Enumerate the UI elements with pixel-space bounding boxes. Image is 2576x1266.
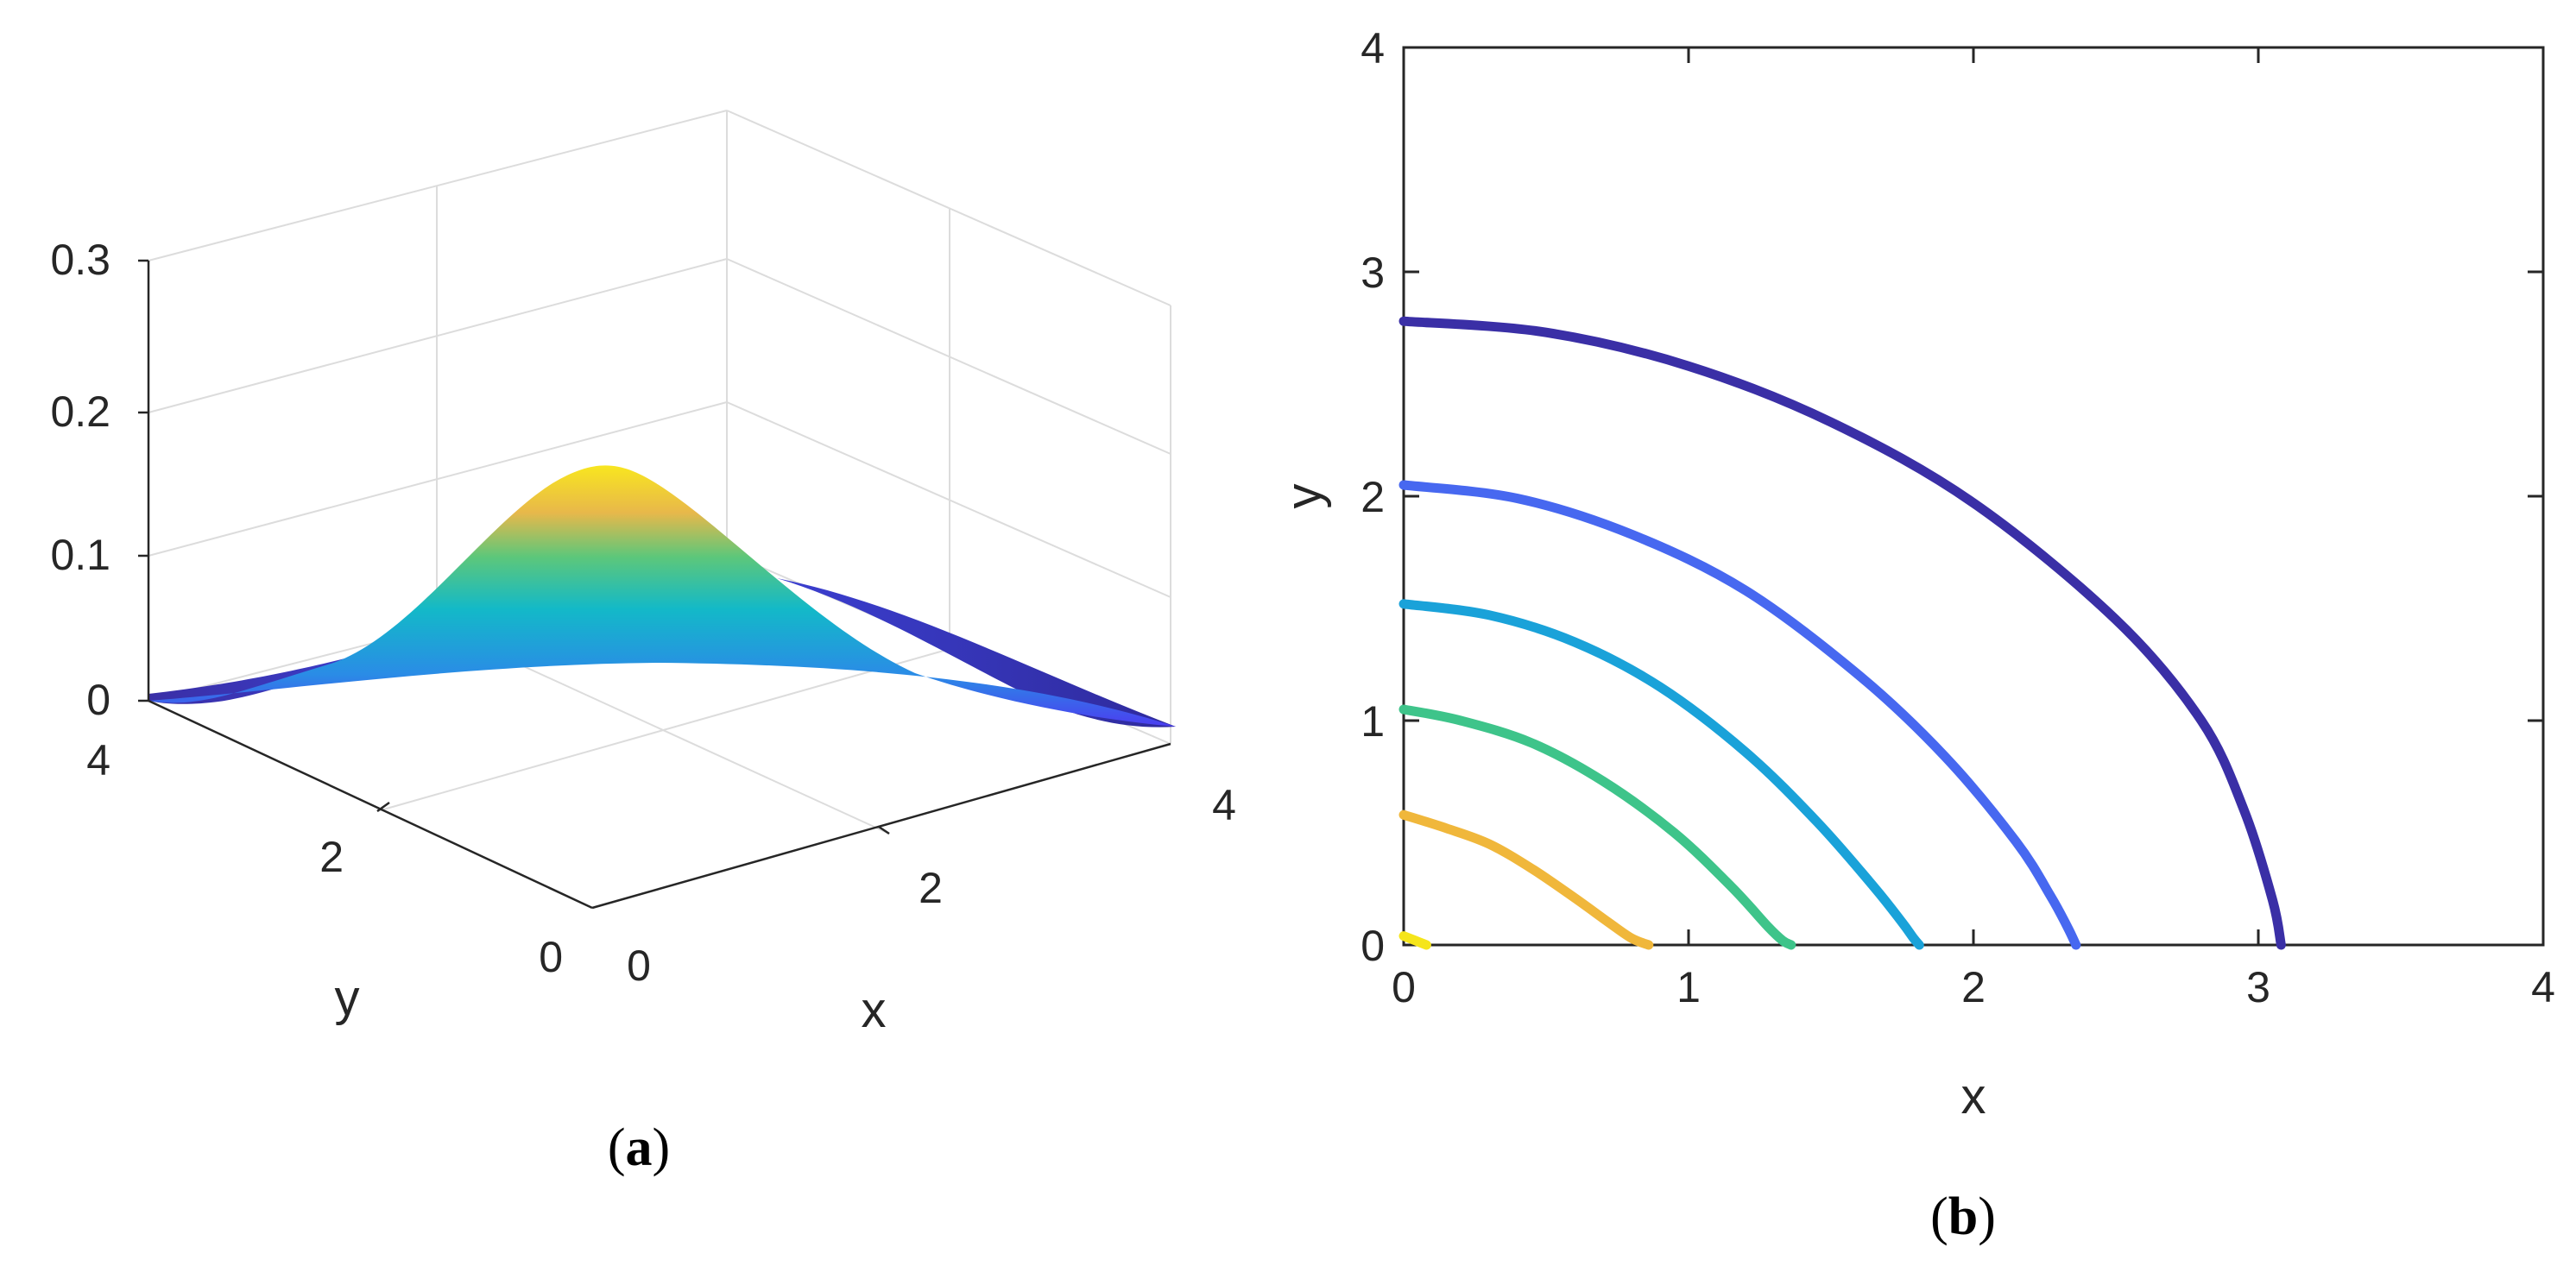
x-tick-label: 4: [2531, 963, 2555, 1011]
y-axis-label: y: [1276, 484, 1332, 509]
contour-line-3: [1398, 599, 1924, 950]
z-tick-label: 0.1: [50, 531, 110, 579]
x-tick-label: 0: [1392, 963, 1416, 1011]
tick-marks: [1402, 46, 2545, 947]
y-tick-label: 0: [1361, 922, 1385, 970]
y-tick-labels: 4 2 0: [86, 736, 563, 981]
x-tick-label: 4: [1212, 781, 1236, 829]
tick-labels: 0 1 2 3 4 0 1 2 3 4: [1361, 24, 2555, 1011]
x-tick-label: 1: [1676, 963, 1701, 1011]
x-tick-labels: 0 2 4: [627, 781, 1236, 990]
x-tick-label: 0: [627, 942, 651, 990]
grid-lines: [148, 110, 1171, 835]
panel-label-a: (a): [608, 1118, 670, 1177]
y-tick-label: 4: [86, 736, 110, 784]
x-axis-label: x: [1961, 1068, 1986, 1124]
contour-line-5: [1398, 809, 1654, 950]
x-axis-label: x: [862, 982, 887, 1038]
y-tick-label: 0: [539, 933, 563, 981]
contour-plot: 0 1 2 3 4 0 1 2 3 4 x y (b): [1276, 24, 2555, 1246]
y-tick-label: 2: [319, 833, 344, 881]
x-tick-label: 2: [919, 864, 943, 912]
plot-frame: [1402, 46, 2545, 947]
contour-line-6: [1398, 931, 1431, 950]
contour-line-4: [1398, 704, 1796, 950]
z-tick-label: 0.3: [50, 236, 110, 284]
surface: [148, 465, 1176, 727]
contour-line-1: [1398, 316, 2286, 950]
surface-plot: 0.3 0.2 0.1 0 4 2 0 0 2 4 y x (a): [50, 110, 1236, 1177]
contour-lines: [1398, 316, 2286, 950]
y-axis-label: y: [335, 970, 360, 1026]
y-tick-label: 2: [1361, 473, 1385, 521]
z-tick-label: 0: [86, 676, 110, 724]
x-tick-label: 3: [2246, 963, 2270, 1011]
z-tick-label: 0.2: [50, 387, 110, 436]
z-tick-labels: 0.3 0.2 0.1 0: [50, 236, 110, 724]
axes: [138, 259, 1171, 910]
y-tick-label: 4: [1361, 24, 1385, 72]
y-tick-label: 3: [1361, 249, 1385, 297]
y-tick-label: 1: [1361, 697, 1385, 746]
panel-label-b: (b): [1930, 1187, 1996, 1246]
contour-line-2: [1398, 480, 2081, 950]
x-tick-label: 2: [1961, 963, 1986, 1011]
